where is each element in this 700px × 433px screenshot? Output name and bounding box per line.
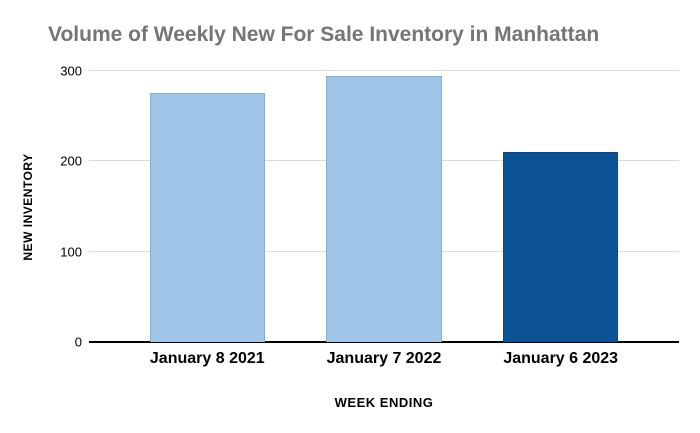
x-category-label-1: January 8 2021 <box>149 350 265 367</box>
chart-title: Volume of Weekly New For Sale Inventory … <box>48 23 600 46</box>
x-axis-line <box>89 341 679 343</box>
y-tick-label-200: 200 <box>60 153 82 169</box>
y-tick-label-100: 100 <box>60 244 82 260</box>
gridline-300 <box>89 70 679 71</box>
y-tick-label-0: 0 <box>74 334 82 350</box>
x-category-label-2: January 7 2022 <box>326 350 442 367</box>
x-axis-category-labels: January 8 2021 January 7 2022 January 6 20… <box>89 350 679 372</box>
x-axis-title: WEEK ENDING <box>334 395 434 410</box>
y-axis-tick-labels: 0 100 200 300 <box>30 65 82 349</box>
y-tick-label-300: 300 <box>60 63 82 79</box>
bar-1 <box>149 92 265 342</box>
bar-3 <box>503 152 619 342</box>
plot-area <box>89 70 679 343</box>
bar-2 <box>326 75 442 342</box>
x-category-label-3: January 6 2023 <box>503 350 619 367</box>
